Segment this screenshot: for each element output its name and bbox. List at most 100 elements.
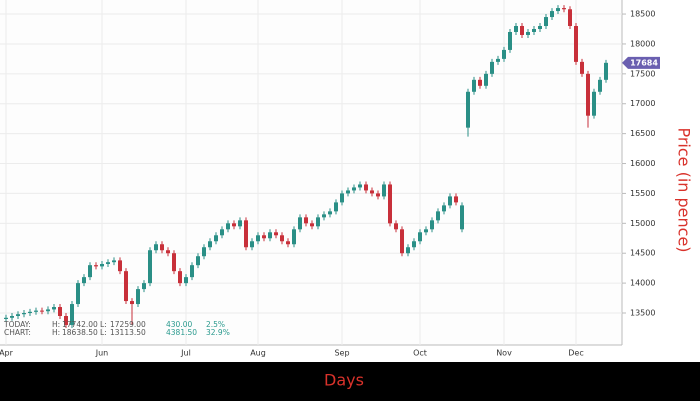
- candle-body: [100, 263, 104, 267]
- candle-body: [124, 271, 128, 302]
- candle-body: [466, 91, 470, 128]
- candle-body: [172, 253, 176, 272]
- candle-body: [40, 310, 44, 312]
- candle-body: [418, 232, 422, 242]
- candle-body: [70, 304, 74, 325]
- candle-body: [400, 229, 404, 254]
- x-tick-label: Jun: [95, 349, 109, 358]
- candle-body: [364, 184, 368, 191]
- candle-body: [232, 223, 236, 227]
- candle-body: [52, 307, 56, 310]
- candle-body: [406, 247, 410, 254]
- candle-body: [88, 265, 92, 278]
- candle-body: [508, 31, 512, 50]
- candle-body: [256, 235, 260, 242]
- y-tick-label: 17500: [630, 69, 655, 78]
- candle-body: [514, 26, 518, 32]
- candle-body: [34, 310, 38, 312]
- candle-body: [196, 256, 200, 266]
- candle-body: [226, 223, 230, 230]
- candle-body: [472, 79, 476, 92]
- candle-body: [442, 205, 446, 212]
- candle-body: [376, 193, 380, 197]
- x-tick-label: Jul: [180, 349, 191, 358]
- summary-text: 17742.00: [62, 320, 98, 329]
- summary-text: 13113.50: [110, 328, 146, 337]
- candle-body: [424, 229, 428, 233]
- candle-body: [382, 184, 386, 197]
- candle-body: [214, 235, 218, 242]
- candle-body: [598, 79, 602, 92]
- candle-body: [358, 184, 362, 188]
- candle-body: [28, 311, 32, 314]
- candle-body: [490, 61, 494, 74]
- candle-body: [346, 190, 350, 194]
- candle-body: [574, 26, 578, 62]
- candle-body: [58, 307, 62, 317]
- y-tick-label: 14000: [630, 279, 655, 288]
- summary-text: 430.00: [166, 320, 192, 329]
- candle-body: [520, 26, 524, 35]
- candle-body: [496, 58, 500, 62]
- x-tick-label: Sep: [334, 349, 349, 358]
- y-tick-label: 16500: [630, 129, 655, 138]
- candle-body: [64, 316, 68, 325]
- overlay: 17684 TODAY: H: 17742.00 L: 17259.00 430.00 2.5…: [3, 56, 660, 337]
- candle-body: [310, 223, 314, 227]
- candle-body: [112, 260, 116, 263]
- candle-body: [160, 244, 164, 251]
- candle-body: [82, 277, 86, 284]
- candle-body: [286, 241, 290, 245]
- candle-body: [538, 26, 542, 29]
- candle-body: [532, 28, 536, 32]
- y-tick-label: 14500: [630, 249, 655, 258]
- candle-body: [568, 9, 572, 27]
- candle-body: [526, 31, 530, 35]
- x-tick-label: Aug: [250, 349, 266, 358]
- x-tick-label: Apr: [0, 349, 14, 358]
- candle-body: [334, 202, 338, 212]
- candle-body: [130, 301, 134, 305]
- candle-body: [292, 229, 296, 245]
- x-tick-label: Nov: [496, 349, 512, 358]
- y-tick-label: 13500: [630, 309, 655, 318]
- summary-text: 18638.50: [62, 328, 98, 337]
- summary-text: H:: [52, 320, 60, 329]
- candles: [4, 5, 608, 328]
- candle-body: [394, 223, 398, 230]
- candle-body: [430, 220, 434, 230]
- candle-body: [322, 214, 326, 218]
- candle-body: [298, 217, 302, 230]
- candle-body: [10, 316, 14, 318]
- candle-body: [46, 309, 50, 312]
- candle-body: [16, 314, 20, 317]
- candle-body: [202, 247, 206, 257]
- candle-body: [478, 79, 482, 86]
- candle-body: [148, 250, 152, 284]
- candle-body: [304, 217, 308, 224]
- candle-body: [262, 235, 266, 239]
- candle-body: [370, 190, 374, 194]
- summary-text: 2.5%: [206, 320, 225, 329]
- x-axis-title: Days: [324, 371, 364, 390]
- candle-body: [274, 232, 278, 236]
- candle-body: [460, 205, 464, 230]
- candle-body: [76, 283, 80, 305]
- plot-area: [0, 0, 622, 345]
- candle-body: [190, 265, 194, 278]
- summary-text: CHART:: [4, 328, 31, 337]
- candle-body: [328, 211, 332, 215]
- candle-body: [244, 220, 248, 248]
- candle-body: [178, 271, 182, 284]
- y-tick-label: 16000: [630, 159, 655, 168]
- y-tick-label: 17000: [630, 99, 655, 108]
- candle-body: [22, 313, 26, 315]
- price-tag: [622, 56, 660, 69]
- y-tick-label: 15500: [630, 189, 655, 198]
- candle-body: [136, 289, 140, 305]
- candle-body: [250, 241, 254, 248]
- summary-text: 17259.00: [110, 320, 146, 329]
- candle-body: [352, 187, 356, 191]
